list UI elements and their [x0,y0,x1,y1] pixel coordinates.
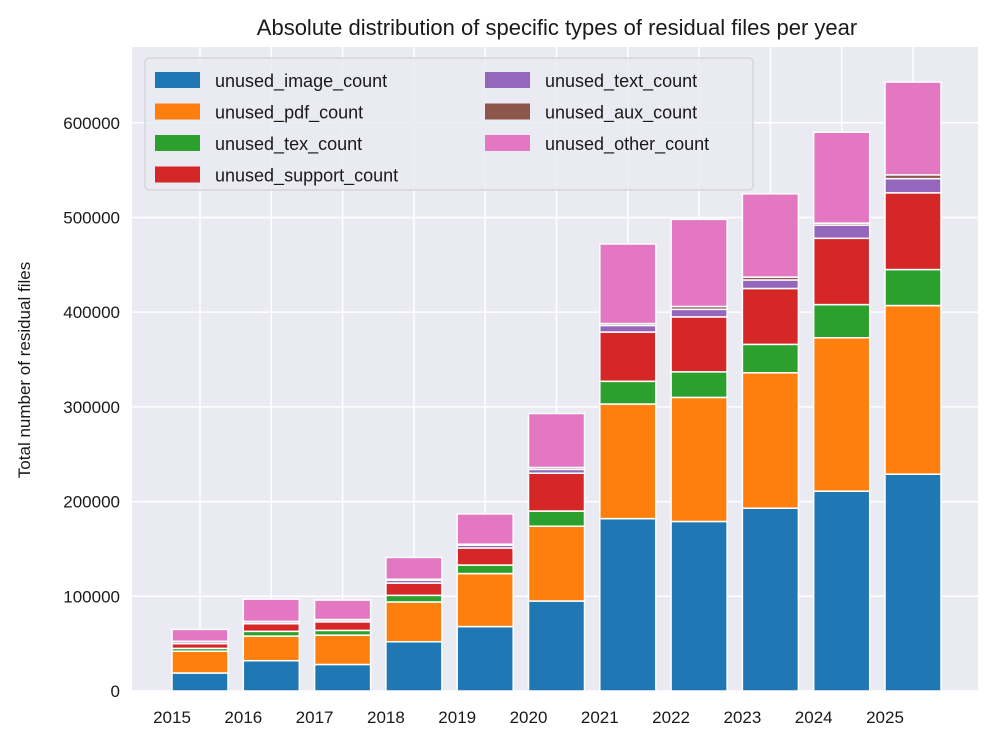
bar-segment-unused-image-count [527,600,586,692]
bar-segment-unused-tex-count [884,268,942,307]
y-tick-label: 600000 [63,114,120,133]
bar-segment-unused-other-count [313,599,372,621]
legend-swatch [155,166,200,183]
bar-segment-unused-pdf-count [456,572,514,628]
bar-segment-unused-text-count [884,177,942,194]
bar-segment-unused-image-count [385,641,443,692]
bar-segment-unused-pdf-count [599,403,657,520]
bar-segment-unused-image-count [313,663,372,692]
bar-segment-unused-image-count [812,490,871,692]
bar-segment-unused-other-count [741,193,800,278]
legend-label: unused_other_count [545,134,709,155]
bar-segment-unused-support-count [313,621,372,632]
legend-swatch [155,72,200,88]
bar-segment-unused-support-count [456,547,514,566]
bar-segment-unused-other-count [385,556,443,580]
bar-segment-unused-tex-count [456,564,514,575]
bar-segment-unused-image-count [884,473,942,692]
x-tick-label: 2017 [296,708,334,727]
legend-swatch [485,103,530,120]
bar-segment-unused-other-count [599,243,657,325]
bar-segment-unused-other-count [812,131,871,224]
y-tick-label: 300000 [63,398,120,417]
y-tick-label: 400000 [63,303,120,322]
bar-segment-unused-pdf-count [242,635,301,662]
bar-segment-unused-text-count [670,308,728,318]
legend-label: unused_pdf_count [215,103,363,124]
x-tick-label: 2015 [153,708,191,727]
legend-swatch [155,103,200,120]
bar-segment-unused-support-count [599,331,657,383]
bar-segment-unused-other-count [670,218,728,308]
legend: unused_image_countunused_pdf_countunused… [144,57,754,191]
bar-segment-unused-text-count [741,279,800,290]
x-tick-label: 2023 [723,708,761,727]
legend-label: unused_image_count [215,71,387,92]
legend-label: unused_text_count [545,71,697,92]
x-tick-label: 2016 [224,708,262,727]
bar-segment-unused-support-count [242,623,301,633]
bar-segment-unused-pdf-count [670,396,728,523]
bar-segment-unused-image-count [242,659,301,692]
bar-segment-unused-support-count [527,472,586,512]
bar-segment-unused-pdf-count [812,336,871,492]
bar-segment-unused-other-count [171,628,229,643]
bar-segment-unused-support-count [812,237,871,306]
x-tick-label: 2019 [438,708,476,727]
bar-segment-unused-tex-count [670,371,728,399]
bar-segment-unused-pdf-count [741,372,800,509]
bar-segment-unused-image-count [456,625,514,692]
x-tick-label: 2018 [367,708,405,727]
bar-segment-unused-tex-count [812,303,871,339]
bar-segment-unused-pdf-count [385,601,443,643]
y-axis-label: Total number of residual files [15,262,34,478]
y-tick-label: 100000 [63,587,120,606]
x-tick-label: 2020 [510,708,548,727]
bar-segment-unused-support-count [884,192,942,271]
bar-segment-unused-pdf-count [527,525,586,602]
bar-segment-unused-tex-count [527,510,586,527]
bar-segment-unused-other-count [527,412,586,469]
legend-frame [144,57,754,191]
bars-group [171,81,942,692]
bar-segment-unused-pdf-count [313,634,372,666]
bar-segment-unused-tex-count [741,343,800,374]
x-tick-label: 2025 [866,708,904,727]
bar-segment-unused-other-count [884,81,942,176]
x-tick-label: 2024 [795,708,833,727]
bar-segment-unused-other-count [456,513,514,545]
y-tick-label: 200000 [63,493,120,512]
bar-segment-unused-image-count [599,517,657,692]
bar-segment-unused-image-count [741,507,800,692]
bar-segment-unused-image-count [670,520,728,692]
legend-label: unused_tex_count [215,134,362,155]
y-axis-ticks: 0 100000 200000 300000 400000 500000 600000 [63,114,120,701]
x-tick-label: 2022 [652,708,690,727]
legend-label: unused_support_count [215,166,398,187]
bar-segment-unused-text-count [812,224,871,240]
bar-segment-unused-text-count [599,324,657,333]
y-tick-label: 0 [111,682,120,701]
legend-swatch [155,135,200,151]
legend-swatch [485,135,530,151]
bar-segment-unused-tex-count [385,594,443,603]
x-axis-ticks: 2015 2016 2017 2018 2019 2020 2021 2022 2023 2024… [153,708,904,727]
x-tick-label: 2021 [581,708,619,727]
legend-swatch [485,72,530,88]
bar-segment-unused-pdf-count [171,650,229,674]
bar-segment-unused-support-count [385,582,443,597]
legend-label: unused_aux_count [545,103,697,124]
bar-segment-unused-image-count [171,672,229,692]
chart-title: Absolute distribution of specific types … [257,15,857,40]
bar-segment-unused-pdf-count [884,304,942,475]
bar-segment-unused-support-count [670,316,728,373]
y-tick-label: 500000 [63,208,120,227]
bar-segment-unused-tex-count [599,380,657,405]
bar-segment-unused-support-count [741,287,800,346]
bar-segment-unused-other-count [242,598,301,623]
